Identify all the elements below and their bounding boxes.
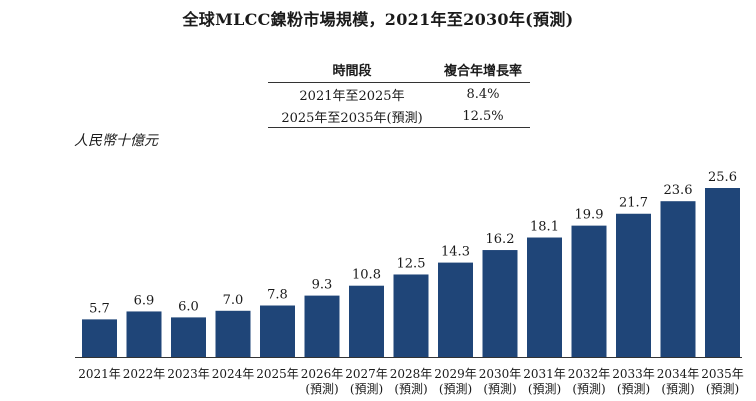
cagr-table-row: 2025年至2035年(預測) 12.5% (268, 105, 530, 128)
x-tick-label: 2030年 (479, 367, 522, 381)
bar (126, 311, 162, 357)
bar (616, 213, 651, 357)
cagr-table-row: 2021年至2025年 8.4% (268, 83, 530, 106)
bar (393, 274, 429, 357)
x-tick-note: (預測) (617, 382, 650, 396)
bar-value-label: 23.6 (664, 183, 693, 198)
bar-value-label: 6.9 (134, 293, 155, 308)
x-tick-note: (預測) (661, 382, 694, 396)
x-tick-note: (預測) (706, 382, 739, 396)
cagr-header-period: 時間段 (268, 58, 436, 83)
x-tick-note: (預測) (305, 382, 338, 396)
x-tick-label: 2029年 (434, 367, 477, 381)
cagr-header-rate: 複合年增長率 (436, 58, 530, 83)
bar (260, 305, 295, 357)
cagr-rate-cell: 8.4% (466, 87, 500, 102)
x-tick-label: 2034年 (657, 367, 700, 381)
bar-value-label: 25.6 (708, 170, 737, 185)
bar (571, 225, 607, 357)
x-tick-label: 2025年 (256, 367, 299, 381)
cagr-table-header-row: 時間段 複合年增長率 (268, 58, 530, 83)
x-tick-label: 2031年 (523, 367, 566, 381)
x-tick-label: 2032年 (568, 367, 611, 381)
x-tick-label: 2024年 (212, 367, 255, 381)
cagr-period-cell: 2021年至2025年 (299, 89, 405, 104)
bar (482, 250, 518, 357)
bar (660, 201, 696, 357)
bar (215, 310, 251, 357)
x-tick-label: 2021年 (78, 367, 121, 381)
x-tick-label: 2027年 (345, 367, 388, 381)
x-tick-note: (預測) (528, 382, 561, 396)
x-tick-note: (預測) (439, 382, 472, 396)
bar-value-label: 7.0 (223, 293, 244, 308)
bar-value-label: 18.1 (530, 220, 559, 235)
bar-value-label: 9.3 (312, 278, 333, 293)
x-tick-label: 2022年 (123, 367, 166, 381)
bar (171, 317, 206, 357)
bar (705, 188, 740, 357)
bar-value-label: 7.8 (267, 288, 288, 303)
bar (82, 319, 117, 357)
cagr-table: 時間段 複合年增長率 2021年至2025年 8.4% 2025年至2035年(… (268, 58, 530, 128)
bar (438, 262, 473, 357)
cagr-period-cell: 2025年至2035年(預測) (268, 105, 436, 128)
bar-value-label: 14.3 (441, 245, 470, 260)
bar-value-label: 16.2 (486, 232, 515, 247)
bar-value-label: 5.7 (89, 301, 110, 316)
x-tick-note: (預測) (483, 382, 516, 396)
x-tick-label: 2026年 (301, 367, 344, 381)
bar-value-label: 21.7 (619, 196, 648, 211)
x-tick-note: (預測) (350, 382, 383, 396)
bar-value-label: 10.8 (352, 268, 381, 283)
x-tick-note: (預測) (572, 382, 605, 396)
chart-title: 全球MLCC鎳粉市場規模，2021年至2030年(預測) (182, 10, 574, 29)
bar-value-label: 19.9 (575, 208, 604, 223)
bar-value-label: 12.5 (397, 256, 426, 271)
x-tick-label: 2033年 (612, 367, 655, 381)
bar (349, 285, 384, 357)
bar (304, 295, 340, 357)
x-tick-label: 2035年 (701, 367, 744, 381)
x-tick-label: 2028年 (390, 367, 433, 381)
cagr-rate-cell: 12.5% (436, 105, 530, 128)
bar-value-label: 6.0 (178, 299, 199, 314)
bar (527, 237, 562, 357)
x-tick-label: 2023年 (167, 367, 210, 381)
x-tick-note: (預測) (394, 382, 427, 396)
y-axis-unit-label: 人民幣十億元 (74, 133, 158, 149)
